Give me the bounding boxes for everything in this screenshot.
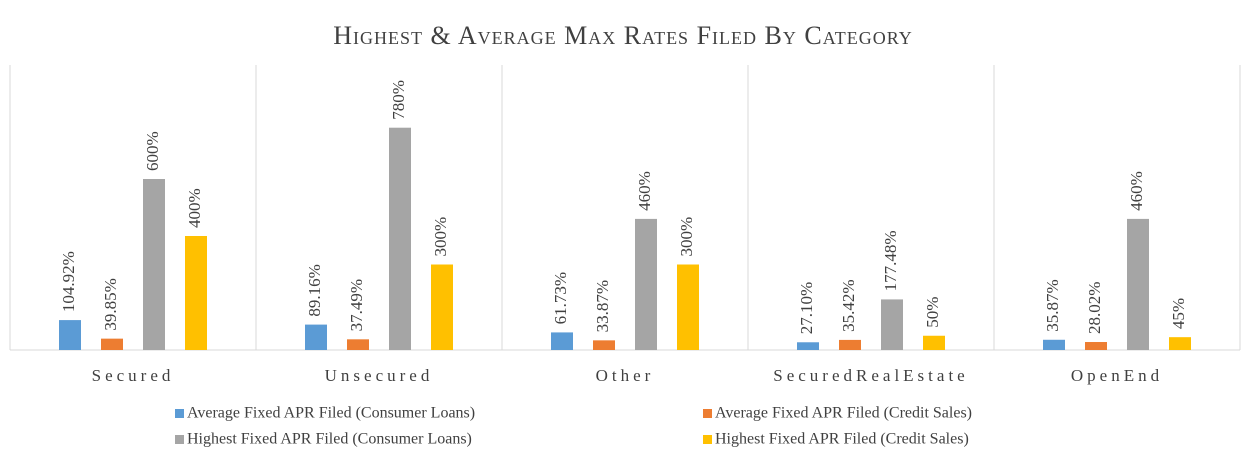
bar: [677, 264, 699, 350]
bar: [101, 338, 123, 350]
data-label: 61.73%: [551, 272, 570, 324]
bar: [635, 218, 657, 350]
data-label: 460%: [635, 171, 654, 211]
bar: [881, 299, 903, 350]
x-tick-label: Unsecured: [325, 366, 434, 385]
x-tick-label: OpenEnd: [1071, 366, 1163, 385]
data-label: 104.92%: [59, 251, 78, 312]
data-label: 177.48%: [881, 230, 900, 291]
legend-label: Average Fixed APR Filed (Credit Sales): [715, 405, 972, 422]
data-label: 33.87%: [593, 280, 612, 332]
data-label: 600%: [143, 131, 162, 171]
bar: [1085, 342, 1107, 350]
bar: [1043, 339, 1065, 350]
bar: [305, 324, 327, 350]
x-tick-label: Other: [596, 366, 655, 385]
bar: [1127, 218, 1149, 350]
legend-label: Average Fixed APR Filed (Consumer Loans): [187, 405, 475, 422]
data-label: 50%: [923, 297, 942, 328]
legend-swatch: [175, 435, 184, 444]
data-label: 45%: [1169, 298, 1188, 329]
bar: [389, 127, 411, 350]
data-label: 37.49%: [347, 279, 366, 331]
bar: [347, 339, 369, 350]
bar: [1169, 337, 1191, 350]
data-label: 27.10%: [797, 282, 816, 334]
x-tick-label: SecuredRealEstate: [773, 366, 968, 385]
data-label: 35.42%: [839, 279, 858, 331]
bar: [593, 340, 615, 350]
x-tick-label: Secured: [92, 366, 175, 385]
data-label: 28.02%: [1085, 282, 1104, 334]
data-label: 460%: [1127, 171, 1146, 211]
legend-swatch: [703, 409, 712, 418]
bar: [143, 179, 165, 350]
bar: [185, 236, 207, 350]
data-label: 35.87%: [1043, 279, 1062, 331]
bar: [551, 332, 573, 350]
bar: [839, 339, 861, 350]
bar: [923, 335, 945, 350]
bar: [59, 320, 81, 350]
bar: [797, 342, 819, 350]
data-label: 39.85%: [101, 278, 120, 330]
data-label: 400%: [185, 188, 204, 228]
legend-swatch: [175, 409, 184, 418]
legend-swatch: [703, 435, 712, 444]
data-label: 780%: [389, 80, 408, 120]
bar: [431, 264, 453, 350]
legend-label: Highest Fixed APR Filed (Credit Sales): [715, 431, 969, 448]
data-label: 89.16%: [305, 264, 324, 316]
chart-title: Highest & Average Max Rates Filed By Cat…: [333, 21, 912, 50]
data-label: 300%: [431, 217, 450, 257]
data-label: 300%: [677, 217, 696, 257]
legend-label: Highest Fixed APR Filed (Consumer Loans): [187, 431, 472, 448]
